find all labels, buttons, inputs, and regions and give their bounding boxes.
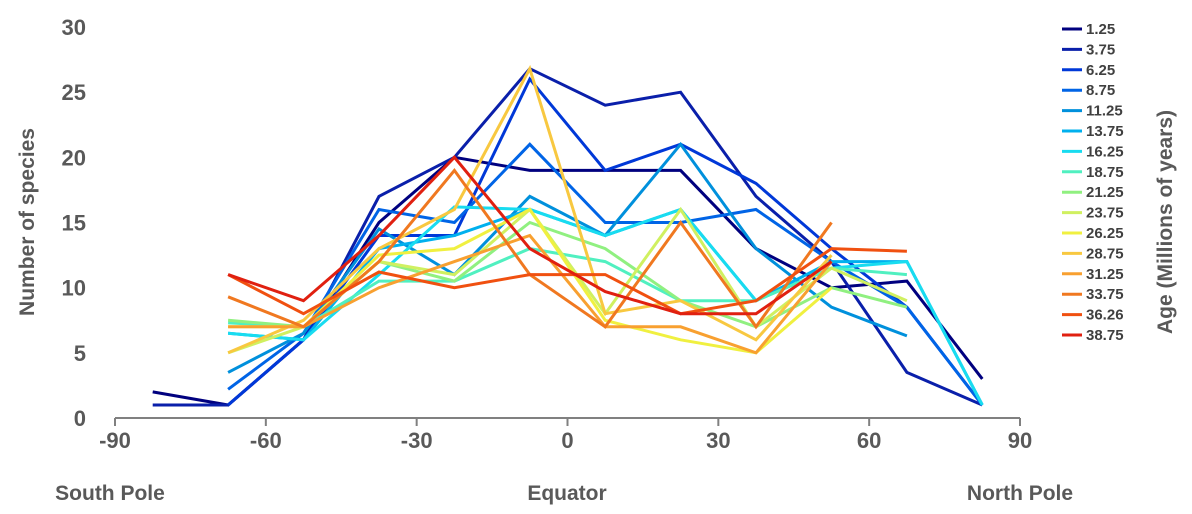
x-tick-label: 60	[857, 428, 881, 453]
y-tick-label: 25	[62, 80, 86, 105]
legend-label: 13.75	[1086, 123, 1124, 140]
legend-label: 26.25	[1086, 225, 1124, 242]
legend-item: 16.25	[1062, 143, 1124, 160]
x-tick-label: 90	[1008, 428, 1032, 453]
series-line-18.75	[228, 247, 908, 329]
y-tick-label: 0	[74, 406, 86, 431]
y-tick-label: 5	[74, 341, 86, 366]
legend-label: 23.75	[1086, 205, 1124, 222]
legend-label: 36.26	[1086, 307, 1124, 324]
legend-item: 38.75	[1062, 327, 1124, 344]
legend-label: 38.75	[1086, 327, 1124, 344]
legend-item: 21.25	[1062, 184, 1124, 201]
legend-label: 33.75	[1086, 286, 1124, 303]
legend-item: 36.26	[1062, 307, 1124, 324]
legend-item: 23.75	[1062, 205, 1124, 222]
legend-label: 16.25	[1086, 143, 1124, 160]
legend-label: 21.25	[1086, 184, 1124, 201]
legend-item: 6.25	[1062, 62, 1115, 79]
legend-item: 33.75	[1062, 286, 1124, 303]
x-tick-label: -30	[401, 428, 433, 453]
legend-item: 13.75	[1062, 123, 1124, 140]
series-line-26.25	[228, 207, 833, 355]
series-line-8.75	[227, 142, 984, 406]
x-tick-label: -90	[99, 428, 131, 453]
legend-item: 3.75	[1062, 41, 1115, 58]
legend-item: 18.75	[1062, 164, 1124, 181]
series-line-38.75	[227, 155, 833, 316]
legend-item: 31.25	[1062, 266, 1124, 283]
legend-title: Age (Millions of years)	[1154, 110, 1177, 334]
legend-label: 11.25	[1086, 103, 1123, 120]
y-tick-label: 20	[62, 145, 86, 170]
y-axis-title: Number of species	[16, 128, 39, 316]
legend-label: 8.75	[1086, 82, 1115, 99]
legend-label: 28.75	[1086, 245, 1124, 262]
legend-label: 1.25	[1086, 21, 1115, 38]
x-tick-label: 0	[561, 428, 573, 453]
legend-label: 6.25	[1086, 62, 1115, 79]
legend-item: 11.25	[1062, 103, 1123, 120]
legend-label: 31.25	[1086, 266, 1124, 283]
x-tick-label: -60	[250, 428, 282, 453]
series-line-28.75	[227, 64, 833, 355]
series-line-6.25	[227, 76, 984, 407]
legend-item: 26.25	[1062, 225, 1124, 242]
series-line-11.25	[227, 141, 908, 374]
series-line-31.25	[228, 233, 833, 355]
y-tick-label: 15	[62, 211, 86, 236]
x-tick-label: 30	[706, 428, 730, 453]
x-sublabel-north-pole: North Pole	[967, 482, 1073, 505]
legend-item: 8.75	[1062, 82, 1115, 99]
legend-label: 3.75	[1086, 41, 1115, 58]
legend-item: 1.25	[1062, 21, 1115, 38]
y-tick-label: 10	[62, 276, 86, 301]
legend-item: 28.75	[1062, 245, 1124, 262]
x-sublabel-equator: Equator	[527, 482, 606, 505]
legend-label: 18.75	[1086, 164, 1124, 181]
series-line-36.26	[227, 247, 907, 316]
y-tick-label: 30	[62, 15, 86, 40]
x-sublabel-south-pole: South Pole	[55, 482, 165, 505]
